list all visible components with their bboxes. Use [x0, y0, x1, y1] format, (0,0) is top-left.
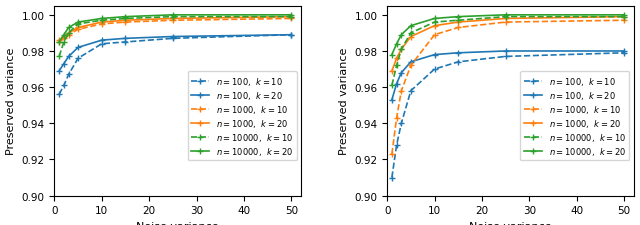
X-axis label: Noise variance: Noise variance	[469, 221, 552, 225]
Legend: $n = 100$,  $k = 10$, $n = 100$,  $k = 20$, $n = 1000$,  $k = 10$, $n = 1000$,  : $n = 100$, $k = 10$, $n = 100$, $k = 20$…	[520, 72, 629, 161]
Y-axis label: Preserved variance: Preserved variance	[339, 48, 349, 155]
Y-axis label: Preserved variance: Preserved variance	[6, 48, 16, 155]
X-axis label: Noise variance: Noise variance	[136, 221, 219, 225]
Legend: $n = 100$,  $k = 10$, $n = 100$,  $k = 20$, $n = 1000$,  $k = 10$, $n = 1000$,  : $n = 100$, $k = 10$, $n = 100$, $k = 20$…	[188, 72, 297, 161]
